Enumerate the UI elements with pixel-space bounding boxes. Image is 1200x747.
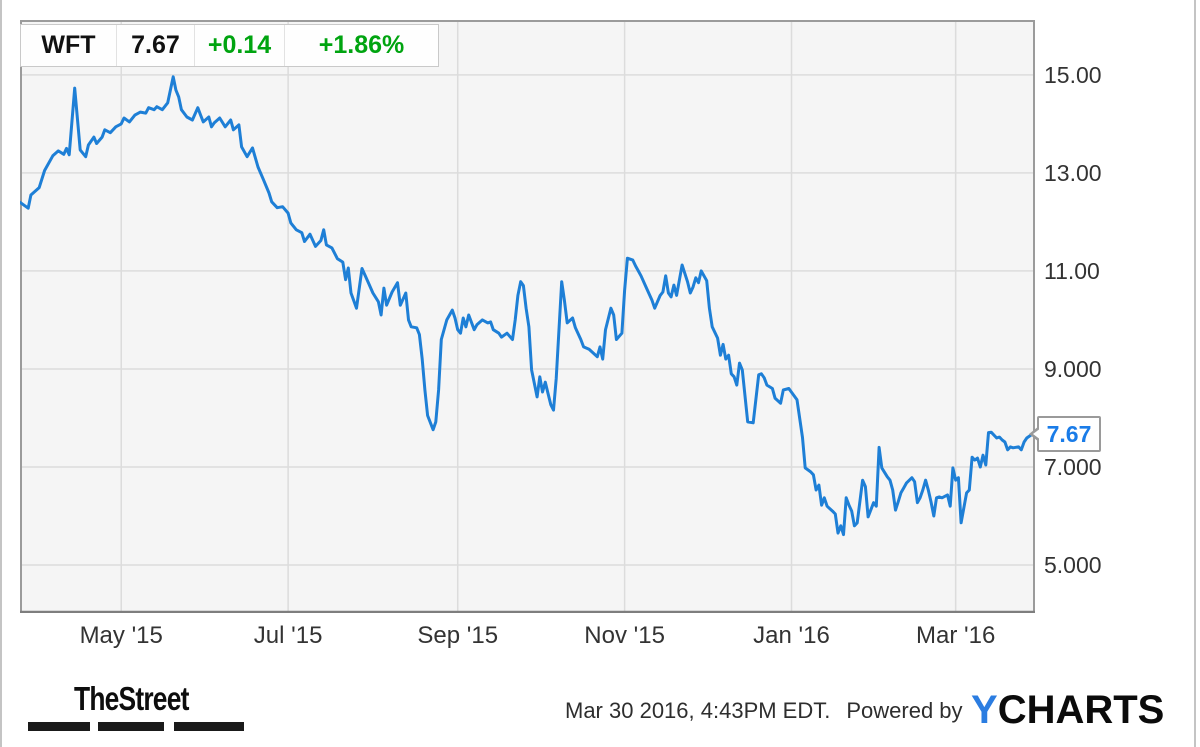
callout-pointer-inner-icon	[1033, 428, 1041, 441]
widget-left-edge	[0, 0, 2, 747]
callout-price-label: 7.67	[1046, 420, 1092, 447]
last-price: 7.67	[116, 25, 194, 66]
y-axis-tick-label: 15.00	[1044, 61, 1102, 88]
price-change-percent: +1.86%	[284, 25, 438, 66]
y-axis-tick-label: 7.000	[1044, 453, 1102, 480]
footer-text-row: Mar 30 2016, 4:43PM EDT. Powered by	[565, 698, 963, 724]
plot-area	[20, 20, 1035, 613]
ycharts-logo: YCHARTS	[971, 688, 1164, 733]
y-axis-tick-label: 13.00	[1044, 159, 1102, 186]
price-line	[20, 75, 1034, 537]
ticker-badge: WFT 7.67 +0.14 +1.86%	[20, 24, 439, 67]
ticker-symbol: WFT	[41, 31, 96, 59]
ycharts-logo-y: Y	[971, 688, 998, 732]
y-axis-tick-label: 5.000	[1044, 551, 1102, 578]
x-axis-tick-label: Sep '15	[417, 622, 499, 649]
thestreet-logo-dash	[174, 722, 244, 731]
x-axis-tick-label: Mar '16	[916, 622, 996, 649]
thestreet-logo-dash	[98, 722, 164, 731]
timestamp: Mar 30 2016, 4:43PM EDT.	[565, 698, 831, 723]
ycharts-logo-charts: CHARTS	[997, 688, 1165, 732]
x-axis-tick-label: Nov '15	[584, 622, 665, 649]
x-axis-tick-label: Jul '15	[253, 622, 323, 649]
widget-right-edge	[1194, 0, 1196, 747]
y-axis-tick-label: 11.00	[1044, 257, 1100, 284]
x-axis-tick-label: May '15	[79, 622, 163, 649]
x-axis-tick-label: Jan '16	[753, 622, 830, 649]
thestreet-logo-dash	[28, 722, 90, 731]
price-change: +0.14	[194, 25, 284, 66]
price-callout: 7.67	[1029, 416, 1101, 453]
y-axis-tick-label: 9.000	[1044, 355, 1102, 382]
powered-by-label: Powered by	[846, 698, 963, 723]
thestreet-logo: TheStreet	[74, 680, 189, 717]
